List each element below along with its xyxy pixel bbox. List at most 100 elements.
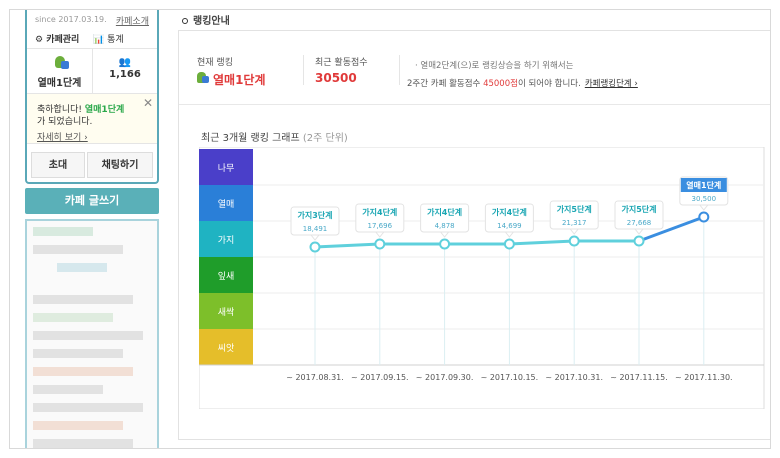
point-score-label: 17,696 (368, 222, 393, 230)
section-title: 랭킹안내 (182, 12, 230, 27)
point-rank-label: 가지3단계 (297, 210, 332, 220)
point-rank-label: 열매1단계 (686, 180, 721, 190)
x-tick-label: ~ 2017.11.15. (610, 373, 668, 382)
x-tick-label: ~ 2017.08.31. (286, 373, 344, 382)
sidebar-buttons: 초대 채팅하기 (27, 150, 157, 180)
blurred-item (33, 385, 103, 394)
cafe-intro-link[interactable]: 카페소개 (115, 17, 149, 27)
rank-label: 열매1단계 (37, 78, 82, 89)
tooltip-arrow (698, 204, 709, 211)
level-band (199, 329, 253, 365)
blurred-item (33, 349, 123, 358)
data-point (633, 235, 645, 247)
level-band (199, 221, 253, 257)
stats-link[interactable]: 📊 통계 (93, 35, 124, 45)
data-point (374, 238, 386, 250)
member-cell[interactable]: 👥 1,166 (93, 49, 157, 95)
rank-badge-icon (197, 72, 209, 83)
member-count: 1,166 (109, 69, 141, 80)
blurred-item (33, 403, 143, 412)
point-score-label: 4,878 (435, 222, 455, 230)
congrats-line2: 가 되었습니다. (37, 117, 93, 127)
screenshot-frame: since 2017.03.19. 카페소개 ⚙ 카페관리 📊 통계 열매1단계… (9, 9, 771, 449)
tooltip-header (292, 208, 338, 222)
more-link[interactable]: 자세히 보기 › (37, 133, 88, 143)
tooltip-arrow (439, 231, 450, 238)
recent-score-label: 최근 활동점수 (315, 58, 368, 68)
point-rank-label: 가지4단계 (492, 207, 527, 217)
point-rank-label: 가지5단계 (621, 204, 656, 214)
level-label: 씨앗 (218, 343, 235, 354)
level-label: 열매 (218, 199, 235, 210)
ranking-info: 현재 랭킹 열매1단계 최근 활동점수 30500 · 열매2단계(으)로 랭킹… (179, 31, 770, 105)
blurred-item (33, 367, 133, 376)
level-band (199, 257, 253, 293)
level-label: 잎새 (218, 270, 235, 282)
write-post-button[interactable]: 카페 글쓰기 (25, 188, 159, 214)
since-date: since 2017.03.19. (35, 15, 107, 24)
chat-button[interactable]: 채팅하기 (87, 152, 153, 178)
level-band (199, 149, 253, 185)
congrats-line1: 축하합니다! 열매1단계 (37, 105, 125, 115)
ranking-panel: 현재 랭킹 열매1단계 최근 활동점수 30500 · 열매2단계(으)로 랭킹… (178, 30, 770, 440)
tooltip-header (616, 202, 662, 216)
series-line (509, 239, 575, 246)
congrats-rank: 열매1단계 (84, 105, 125, 115)
x-tick-label: ~ 2017.10.15. (481, 373, 539, 382)
x-tick-label: ~ 2017.09.15. (351, 373, 409, 382)
cafe-sidebar: since 2017.03.19. 카페소개 ⚙ 카페관리 📊 통계 열매1단계… (25, 10, 159, 448)
point-score-label: 27,668 (627, 219, 652, 227)
data-point (309, 241, 321, 253)
blurred-item (33, 331, 143, 340)
blurred-item (33, 245, 123, 254)
congrats-popup: 축하합니다! 열매1단계 가 되었습니다. 자세히 보기 › ✕ (27, 94, 157, 144)
blurred-item (33, 227, 93, 236)
cafe-manage-link[interactable]: ⚙ 카페관리 (35, 35, 80, 45)
blurred-menu-list (25, 219, 159, 448)
point-rank-label: 가지4단계 (427, 207, 462, 217)
point-score-label: 21,317 (562, 219, 587, 227)
members-icon: 👥 (118, 57, 132, 68)
point-score-label: 30,500 (692, 195, 717, 203)
cafe-summary-row: 열매1단계 👥 1,166 (27, 48, 157, 95)
tooltip-arrow (504, 231, 515, 238)
divider (303, 55, 304, 85)
level-label: 새싹 (218, 307, 235, 318)
rank-up-requirement: 2주간 카페 활동점수 45000점이 되어야 합니다. 카페랭킹단계 › (407, 79, 638, 89)
close-icon[interactable]: ✕ (142, 96, 153, 110)
required-score: 45000점 (483, 79, 518, 89)
data-point (698, 211, 710, 223)
current-rank-value: 열매1단계 (213, 73, 266, 87)
divider (399, 55, 400, 85)
tooltip-arrow (309, 234, 321, 241)
point-score-label: 14,699 (497, 222, 522, 230)
tooltip-header (486, 205, 533, 219)
point-rank-label: 가지4단계 (362, 207, 397, 217)
level-label: 가지 (218, 235, 235, 246)
tooltip-header (421, 205, 468, 219)
x-tick-label: ~ 2017.09.30. (416, 373, 474, 382)
level-band (199, 185, 253, 221)
tooltip-header (356, 205, 403, 219)
recent-score-value: 30500 (315, 71, 357, 85)
tooltip-arrow (633, 228, 645, 235)
blurred-item (33, 313, 113, 322)
rank-up-message: · 열매2단계(으)로 랭킹상승을 하기 위해서는 (415, 61, 574, 71)
blurred-item (57, 263, 107, 272)
point-score-label: 18,491 (303, 225, 328, 233)
cafe-info-box: since 2017.03.19. 카페소개 ⚙ 카페관리 📊 통계 열매1단계… (25, 10, 159, 184)
data-point (568, 235, 580, 247)
blurred-item (33, 421, 123, 430)
graph-title: 최근 3개월 랭킹 그래프 (2주 단위) (201, 133, 348, 144)
level-band (199, 293, 253, 329)
rank-steps-link[interactable]: 카페랭킹단계 › (584, 79, 638, 89)
data-point (439, 238, 451, 250)
tooltip-header (680, 178, 727, 192)
rank-cell[interactable]: 열매1단계 (27, 49, 93, 95)
invite-button[interactable]: 초대 (31, 152, 85, 178)
series-line (638, 215, 705, 243)
level-label: 나무 (218, 163, 235, 174)
current-rank-label: 현재 랭킹 (197, 58, 233, 68)
chart-area (199, 147, 765, 409)
